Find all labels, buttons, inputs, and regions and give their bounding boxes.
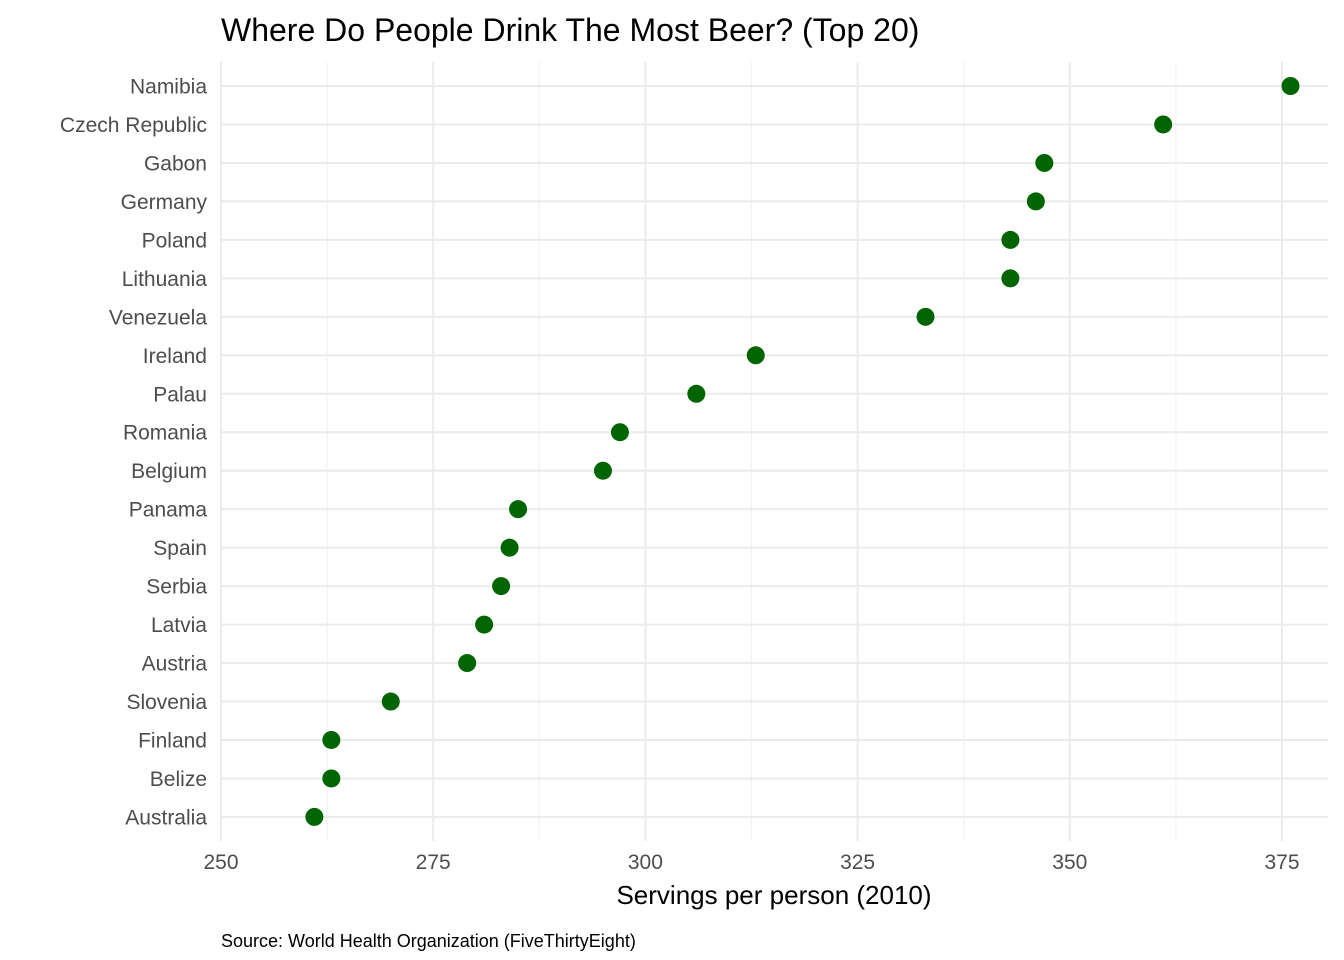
y-tick-label: Germany	[121, 191, 208, 214]
data-point	[509, 500, 528, 519]
y-tick-label: Poland	[142, 229, 207, 252]
y-tick-label: Romania	[123, 422, 207, 445]
y-tick-label: Panama	[129, 499, 208, 522]
y-tick-label: Austria	[142, 653, 208, 676]
minor-gridlines	[326, 62, 1177, 841]
x-axis-title: Servings per person (2010)	[616, 880, 931, 910]
data-points	[305, 77, 1300, 826]
data-point	[593, 461, 612, 480]
y-tick-label: Czech Republic	[60, 114, 207, 137]
data-point	[458, 654, 477, 673]
x-tick-label: 325	[840, 851, 875, 874]
data-point	[916, 307, 935, 326]
data-point	[1001, 269, 1020, 288]
y-tick-label: Venezuela	[109, 306, 207, 329]
data-point	[687, 384, 706, 403]
data-point	[322, 769, 341, 788]
data-point	[492, 577, 511, 596]
x-tick-label: 300	[628, 851, 663, 874]
x-tick-label: 350	[1052, 851, 1087, 874]
y-tick-label: Slovenia	[126, 691, 207, 714]
data-point	[381, 692, 400, 711]
data-point	[500, 538, 519, 557]
y-tick-label: Australia	[125, 806, 207, 829]
y-tick-label: Namibia	[130, 76, 207, 99]
data-point	[305, 807, 324, 826]
y-tick-label: Gabon	[144, 152, 207, 175]
x-tick-label: 375	[1264, 851, 1299, 874]
source-caption: Source: World Health Organization (FiveT…	[221, 931, 636, 951]
x-tick-label: 275	[416, 851, 451, 874]
data-point	[475, 615, 494, 634]
data-point	[1154, 115, 1173, 134]
data-point	[1026, 192, 1045, 211]
y-tick-label: Serbia	[146, 576, 207, 599]
y-tick-label: Ireland	[143, 345, 207, 368]
y-tick-label: Lithuania	[122, 268, 208, 291]
x-axis-labels: 250 275 300 325 350 375	[203, 851, 1299, 874]
data-point	[322, 730, 341, 749]
data-point	[746, 346, 765, 365]
y-axis-labels: Namibia Czech Republic Gabon Germany Poland L…	[60, 76, 208, 830]
chart-title: Where Do People Drink The Most Beer? (To…	[221, 12, 919, 48]
data-point	[1035, 153, 1054, 172]
y-tick-label: Palau	[153, 383, 207, 406]
y-tick-label: Belgium	[131, 460, 207, 483]
x-tick-label: 250	[203, 851, 238, 874]
data-point	[610, 423, 629, 442]
y-tick-label: Latvia	[151, 614, 207, 637]
y-tick-label: Finland	[138, 729, 207, 752]
data-point	[1001, 230, 1020, 249]
y-tick-label: Spain	[153, 537, 207, 560]
data-point	[1281, 77, 1300, 95]
y-tick-label: Belize	[150, 768, 207, 791]
major-gridlines	[220, 62, 1328, 841]
